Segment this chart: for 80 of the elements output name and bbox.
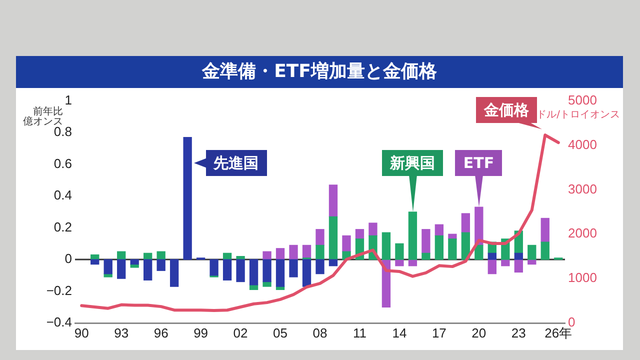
- bar: [422, 229, 430, 254]
- y-tick-label: 0.2: [54, 219, 72, 234]
- y2-tick-label: 5000: [568, 92, 597, 108]
- bar: [342, 235, 351, 252]
- bar: [289, 244, 298, 260]
- x-tick-label: 93: [114, 325, 129, 340]
- bar: [474, 244, 484, 260]
- y-tick-label: 0: [64, 251, 72, 266]
- y-tick-label: 0.4: [54, 188, 72, 203]
- bar: [117, 251, 126, 260]
- bar: [328, 259, 338, 266]
- bar: [328, 216, 338, 260]
- bar: [104, 259, 112, 274]
- bar: [434, 235, 444, 260]
- bar: [461, 232, 470, 260]
- bar: [316, 229, 324, 246]
- x-tick-label: 23: [511, 325, 526, 340]
- bar: [316, 259, 324, 274]
- x-tick-label: 11: [352, 325, 366, 340]
- bar: [528, 244, 536, 260]
- bar: [461, 213, 470, 233]
- bar: [395, 243, 404, 260]
- bar: [368, 222, 378, 236]
- x-tick-label: 17: [432, 325, 446, 340]
- bar: [156, 251, 166, 260]
- y2-tick-label: 1000: [568, 270, 597, 286]
- bar: [488, 259, 496, 274]
- x-tick-label: 99: [194, 325, 208, 340]
- x-tick-label: 05: [273, 325, 288, 340]
- bar: [130, 259, 139, 265]
- x-tick-label: 96: [154, 325, 168, 340]
- y-tick-label: −0.2: [46, 282, 72, 298]
- bar: [183, 136, 192, 260]
- x-tick-label: 08: [312, 325, 328, 340]
- text: ETF: [455, 150, 502, 176]
- y-tick-label: 0.6: [54, 156, 72, 171]
- y2-tick-label: 4000: [568, 136, 597, 152]
- bar: [144, 259, 152, 280]
- bar: [540, 218, 550, 242]
- y2-tick-label: 2000: [568, 226, 597, 241]
- bar: [434, 224, 444, 236]
- bar: [355, 229, 364, 240]
- bar: [382, 232, 391, 260]
- chart-title: 金準備・ETF増加量と金価格: [16, 56, 623, 88]
- bar: [276, 248, 285, 260]
- bar: [289, 259, 298, 278]
- bar: [316, 244, 324, 260]
- series-label: 先進国: [206, 150, 267, 176]
- bar: [540, 242, 550, 260]
- bar: [90, 259, 100, 265]
- y-tick-label: −0.4: [46, 314, 72, 330]
- bar: [302, 244, 312, 258]
- bar: [249, 259, 258, 286]
- bar: [488, 252, 496, 260]
- bar: [422, 252, 430, 260]
- bar: [170, 259, 179, 287]
- bar: [117, 259, 126, 279]
- x-tick-label: 90: [74, 325, 89, 340]
- bar: [514, 259, 523, 273]
- bar: [210, 259, 218, 276]
- x-tick-label: 02: [233, 325, 248, 340]
- bar: [302, 259, 312, 287]
- y-tick-label: 1: [64, 92, 72, 108]
- bar: [262, 251, 272, 260]
- bar: [249, 284, 258, 290]
- bar: [262, 281, 272, 287]
- bar: [156, 259, 166, 271]
- text: 新興国: [382, 150, 444, 176]
- bar: [448, 238, 457, 260]
- series-label: 金価格: [476, 96, 538, 123]
- x-tick-label: 20: [472, 325, 486, 340]
- y2-axis-title: ドル/トロイオンス: [536, 109, 620, 120]
- y2-tick-label: 3000: [568, 181, 597, 196]
- bar: [262, 259, 272, 282]
- x-tick-label: 14: [392, 325, 407, 340]
- bar: [236, 259, 245, 282]
- bar: [276, 259, 285, 287]
- bar: [222, 259, 232, 280]
- bar: [514, 252, 523, 260]
- bar: [328, 184, 338, 217]
